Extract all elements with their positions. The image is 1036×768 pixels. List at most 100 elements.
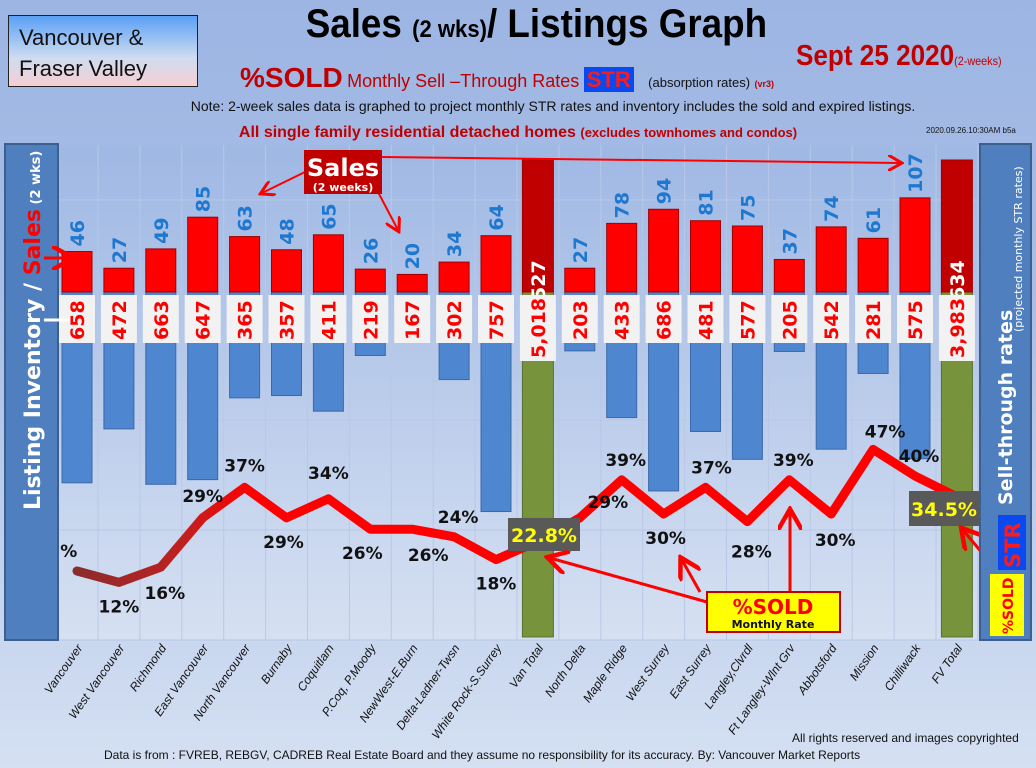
right-axis-note: (projected monthly STR rates) <box>1012 166 1025 332</box>
chart-title: Sales (2 wks)/ Listings Graph <box>41 2 994 47</box>
title-listings: / Listings Graph <box>486 2 768 46</box>
str-value-label: 29% <box>587 493 628 513</box>
category-label: Abbotsford <box>794 641 840 698</box>
inventory-label-box <box>771 295 808 343</box>
str-value-label: 40% <box>899 447 940 467</box>
sales-bar <box>354 268 386 293</box>
sales-bar <box>396 273 428 293</box>
copyright-note: All rights reserved and images copyright… <box>792 731 1019 745</box>
inventory-label-box <box>813 295 850 343</box>
inventory-value-label: 205 <box>779 300 801 340</box>
sold-arrow-west-surrey <box>682 560 702 593</box>
region-line-1: Vancouver & <box>19 25 144 50</box>
str-value-label: 37% <box>224 456 265 476</box>
scope-main: All single family residential detached h… <box>238 124 576 141</box>
sales-bar <box>648 208 680 293</box>
str-value-label: 47% <box>865 422 906 442</box>
str-value-label: 28% <box>731 543 772 563</box>
sales-total-label: 527 <box>528 260 550 300</box>
inventory-label-box <box>100 295 137 343</box>
sales-bar <box>103 267 135 293</box>
sales-value-label: 48 <box>277 218 299 244</box>
sales-bar <box>564 267 596 293</box>
inventory-label-box <box>729 295 766 343</box>
sales-value-label: 74 <box>821 195 843 221</box>
category-label: Chilliwack <box>881 641 924 694</box>
category-label: Burnaby <box>258 641 296 686</box>
inventory-value-label: 647 <box>193 300 215 340</box>
sales-value-label: 78 <box>612 192 634 218</box>
sales-bar <box>145 248 177 293</box>
category-label: West Surrey <box>623 641 673 704</box>
sold-annotation-box <box>706 591 841 633</box>
right-str-badge <box>998 515 1026 570</box>
str-value-label: 26% <box>408 546 449 566</box>
left-label-part: Listing Inventory / <box>21 275 46 510</box>
sales-value-label: 27 <box>570 237 592 263</box>
region-title-box: Vancouver & Fraser Valley <box>8 15 198 87</box>
inventory-value-label: 357 <box>277 300 299 340</box>
inventory-value-label: 433 <box>612 300 634 340</box>
sales-bar <box>606 222 638 293</box>
sales-bar <box>815 226 847 293</box>
inventory-label-box <box>352 295 389 343</box>
inventory-label-box <box>478 295 514 343</box>
data-source-note: Data is from : FVREB, REBGV, CADREB Real… <box>104 748 861 762</box>
sales-bar <box>271 249 302 293</box>
inventory-label-box <box>268 295 305 343</box>
timestamp: 2020.09.26.10:30AM b5a <box>926 126 1016 135</box>
inventory-label-box <box>897 295 933 343</box>
sales-value-label: 64 <box>486 204 508 230</box>
left-axis-panel <box>4 143 59 641</box>
str-value-label: 39% <box>605 451 646 471</box>
inventory-value-label: 686 <box>654 300 676 340</box>
str-value-label: 30% <box>645 529 686 549</box>
inventory-value-label: 3,983 <box>947 298 969 358</box>
left-label-sales: Sales <box>21 209 46 275</box>
sales-total-bar <box>940 159 973 293</box>
category-label: Mission <box>847 641 882 683</box>
inventory-value-label: 757 <box>486 300 508 340</box>
sales-annotation-box <box>304 150 382 194</box>
inventory-value-label: 472 <box>109 300 131 340</box>
inventory-value-label: 203 <box>570 300 592 340</box>
right-str-badge-label: STR <box>1001 522 1025 568</box>
sales-value-label: 20 <box>402 243 424 269</box>
str-value-label: 26% <box>342 544 383 564</box>
sales-bar <box>899 197 931 293</box>
left-label-note: (2 wks) <box>29 151 44 209</box>
inventory-label-box <box>226 295 263 343</box>
sales-value-label: 107 <box>905 153 927 193</box>
region-line-2: Fraser Valley <box>19 56 147 81</box>
category-label: Van Total <box>506 641 546 690</box>
absorption-note: (absorption rates) <box>648 75 751 90</box>
sales-arrow-down <box>377 191 398 230</box>
sold-annotation-subtitle: Monthly Rate <box>732 618 815 631</box>
inventory-label-box <box>184 295 221 343</box>
sold-label: %SOLD <box>240 62 343 93</box>
category-label: East Surrey <box>667 641 715 701</box>
sales-value-label: 81 <box>696 189 718 215</box>
str-value-label: 34% <box>308 464 349 484</box>
sales-value-label: 65 <box>318 203 340 229</box>
inventory-value-label: 481 <box>696 300 718 340</box>
sales-annotation-title: Sales <box>307 154 379 182</box>
str-description: Monthly Sell –Through Rates <box>347 71 580 91</box>
sales-value-label: 26 <box>360 238 382 264</box>
inventory-value-label: 219 <box>360 300 382 340</box>
sales-value-label: 49 <box>151 217 173 243</box>
sales-bar <box>187 216 219 293</box>
sales-total-label: 634 <box>947 260 969 300</box>
version-note: (vr3) <box>754 79 775 89</box>
inventory-value-label: 411 <box>318 300 340 340</box>
note-text: Note: 2-week sales data is graphed to pr… <box>190 98 916 114</box>
str-value-label: 24% <box>438 508 479 528</box>
sales-bar <box>731 225 763 293</box>
inventory-value-label: 365 <box>235 300 257 340</box>
sales-bar <box>480 235 512 293</box>
str-value-label: 37% <box>691 458 732 478</box>
category-label: Coquitlam <box>294 642 336 694</box>
category-label: Richmond <box>127 641 170 694</box>
fv-total-str-label: 34.5% <box>911 499 977 521</box>
